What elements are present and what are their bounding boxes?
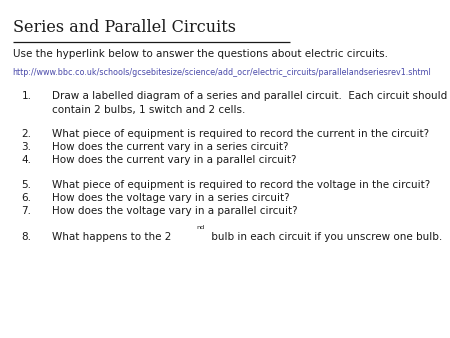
Text: Draw a labelled diagram of a series and parallel circuit.  Each circuit should: Draw a labelled diagram of a series and …	[52, 91, 447, 101]
Text: What piece of equipment is required to record the current in the circuit?: What piece of equipment is required to r…	[52, 129, 429, 139]
Text: Series and Parallel Circuits: Series and Parallel Circuits	[13, 19, 236, 35]
Text: Use the hyperlink below to answer the questions about electric circuits.: Use the hyperlink below to answer the qu…	[13, 49, 387, 59]
Text: 8.: 8.	[22, 232, 32, 242]
Text: How does the current vary in a parallel circuit?: How does the current vary in a parallel …	[52, 155, 296, 165]
Text: bulb in each circuit if you unscrew one bulb.: bulb in each circuit if you unscrew one …	[208, 232, 443, 242]
Text: 4.: 4.	[22, 155, 32, 165]
Text: What piece of equipment is required to record the voltage in the circuit?: What piece of equipment is required to r…	[52, 180, 430, 190]
Text: 7.: 7.	[22, 206, 32, 216]
Text: How does the voltage vary in a parallel circuit?: How does the voltage vary in a parallel …	[52, 206, 297, 216]
Text: How does the current vary in a series circuit?: How does the current vary in a series ci…	[52, 142, 288, 152]
Text: http://www.bbc.co.uk/schools/gcsebitesize/science/add_ocr/electric_circuits/para: http://www.bbc.co.uk/schools/gcsebitesiz…	[13, 68, 432, 77]
Text: How does the voltage vary in a series circuit?: How does the voltage vary in a series ci…	[52, 193, 289, 203]
Text: nd: nd	[197, 225, 205, 231]
Text: 5.: 5.	[22, 180, 32, 190]
Text: 6.: 6.	[22, 193, 32, 203]
Text: contain 2 bulbs, 1 switch and 2 cells.: contain 2 bulbs, 1 switch and 2 cells.	[52, 105, 245, 115]
Text: 3.: 3.	[22, 142, 32, 152]
Text: 1.: 1.	[22, 91, 32, 101]
Text: 2.: 2.	[22, 129, 32, 139]
Text: What happens to the 2: What happens to the 2	[52, 232, 171, 242]
